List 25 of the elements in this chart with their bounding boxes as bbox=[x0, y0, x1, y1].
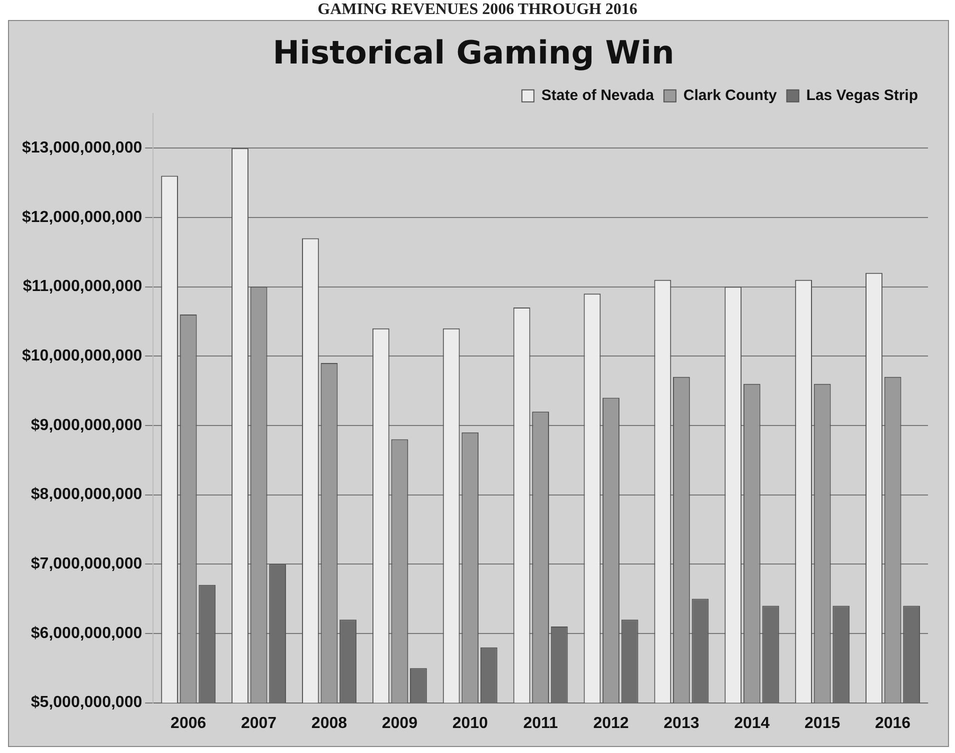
y-tick-label: $12,000,000,000 bbox=[22, 208, 142, 226]
chart-title: Historical Gaming Win bbox=[272, 34, 674, 72]
y-tick-label: $13,000,000,000 bbox=[22, 139, 142, 156]
legend-label: Las Vegas Strip bbox=[806, 87, 918, 104]
legend-label: State of Nevada bbox=[541, 87, 655, 104]
y-tick-label: $10,000,000,000 bbox=[22, 348, 142, 364]
x-tick-label: 2013 bbox=[664, 714, 700, 732]
y-tick-label: $9,000,000,000 bbox=[30, 416, 142, 434]
y-tick-label: $11,000,000,000 bbox=[22, 278, 142, 296]
x-tick-label: 2015 bbox=[804, 714, 840, 732]
x-tick-label: 2012 bbox=[593, 714, 629, 732]
x-tick-label: 2016 bbox=[874, 714, 911, 732]
y-tick-label: $8,000,000,000 bbox=[30, 486, 142, 504]
x-tick-label: 2006 bbox=[170, 714, 206, 732]
y-tick-label: $7,000,000,000 bbox=[30, 556, 142, 573]
text: GAMING REVENUES 2006 THROUGH 2016 bbox=[316, 0, 638, 20]
y-tick-label: $5,000,000,000 bbox=[30, 694, 142, 712]
x-tick-label: 2009 bbox=[382, 714, 418, 732]
y-tick-label: $6,000,000,000 bbox=[30, 624, 142, 642]
x-tick-label: 2011 bbox=[523, 714, 558, 732]
x-tick-label: 2010 bbox=[452, 714, 488, 732]
x-tick-label: 2007 bbox=[240, 714, 277, 732]
x-tick-label: 2014 bbox=[734, 714, 770, 732]
legend-label: Clark County bbox=[683, 87, 778, 104]
x-tick-label: 2008 bbox=[311, 714, 348, 732]
